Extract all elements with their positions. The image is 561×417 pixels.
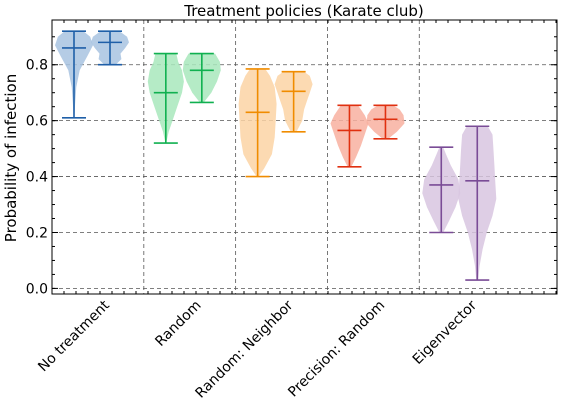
- y-axis-label: Probability of infection: [2, 74, 20, 242]
- x-tick-label: Eigenvector: [410, 297, 481, 368]
- x-tick-label: Random: [152, 298, 204, 350]
- y-tick-label: 0.0: [26, 281, 48, 297]
- y-tick-label: 0.8: [26, 58, 48, 74]
- y-tick-label: 0.2: [26, 225, 48, 241]
- chart-title: Treatment policies (Karate club): [183, 2, 424, 20]
- x-tick-label: Random: Neighbor: [192, 297, 296, 401]
- x-tick-label: Precision: Random: [285, 298, 388, 401]
- violin-layer: [55, 30, 497, 281]
- y-tick-label: 0.6: [26, 114, 48, 130]
- y-tick-label: 0.4: [26, 170, 48, 186]
- grid-layer: [52, 20, 557, 294]
- x-tick-label: No treatment: [35, 297, 113, 375]
